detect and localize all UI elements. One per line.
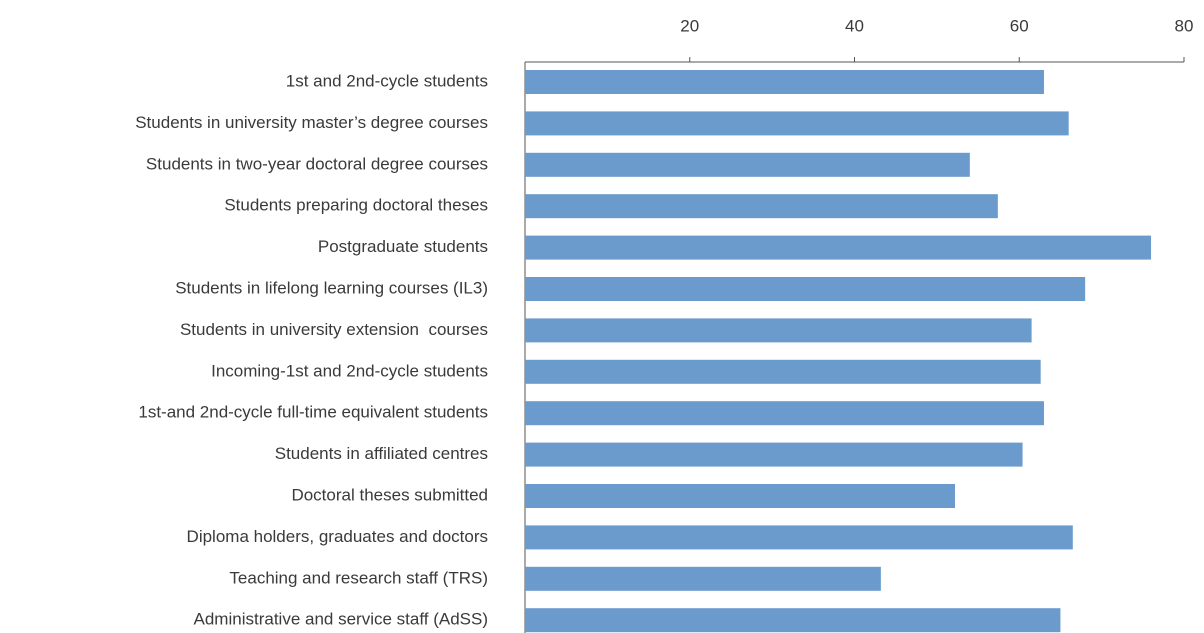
bar: [525, 152, 970, 177]
x-tick-label: 60: [1010, 16, 1029, 35]
bar: [525, 235, 1152, 260]
bar: [525, 442, 1023, 467]
y-tick-label: 1st-and 2nd-cycle full-time equivalent s…: [138, 403, 488, 422]
x-tick-label: 40: [845, 16, 864, 35]
y-tick-label: Students in university extension courses: [180, 320, 488, 339]
y-tick-label: Teaching and research staff (TRS): [229, 568, 488, 587]
y-tick-label: Students in lifelong learning courses (I…: [175, 278, 488, 297]
bar: [525, 608, 1061, 633]
bar: [525, 111, 1069, 136]
bar: [525, 566, 881, 591]
x-tick-label: 80: [1175, 16, 1194, 35]
y-tick-label: Administrative and service staff (AdSS): [194, 610, 488, 629]
bar: [525, 70, 1044, 94]
y-tick-label: Students in two-year doctoral degree cou…: [146, 154, 488, 173]
bar: [525, 484, 955, 508]
bar: [525, 359, 1041, 384]
bar: [525, 525, 1073, 550]
y-tick-label: Students in university master’s degree c…: [135, 113, 488, 132]
y-tick-label: Diploma holders, graduates and doctors: [187, 527, 488, 546]
y-tick-label: Students in affiliated centres: [275, 444, 488, 463]
bar: [525, 318, 1032, 343]
bar: [525, 194, 998, 219]
bar: [525, 401, 1044, 426]
y-tick-label: Doctoral theses submitted: [291, 485, 488, 504]
y-tick-label: Postgraduate students: [318, 237, 488, 256]
y-tick-label: 1st and 2nd-cycle students: [286, 71, 488, 90]
y-tick-label: Incoming-1st and 2nd-cycle students: [211, 361, 488, 380]
x-tick-label: 20: [680, 16, 699, 35]
bar: [525, 277, 1086, 301]
y-tick-label: Students preparing doctoral theses: [224, 196, 488, 215]
